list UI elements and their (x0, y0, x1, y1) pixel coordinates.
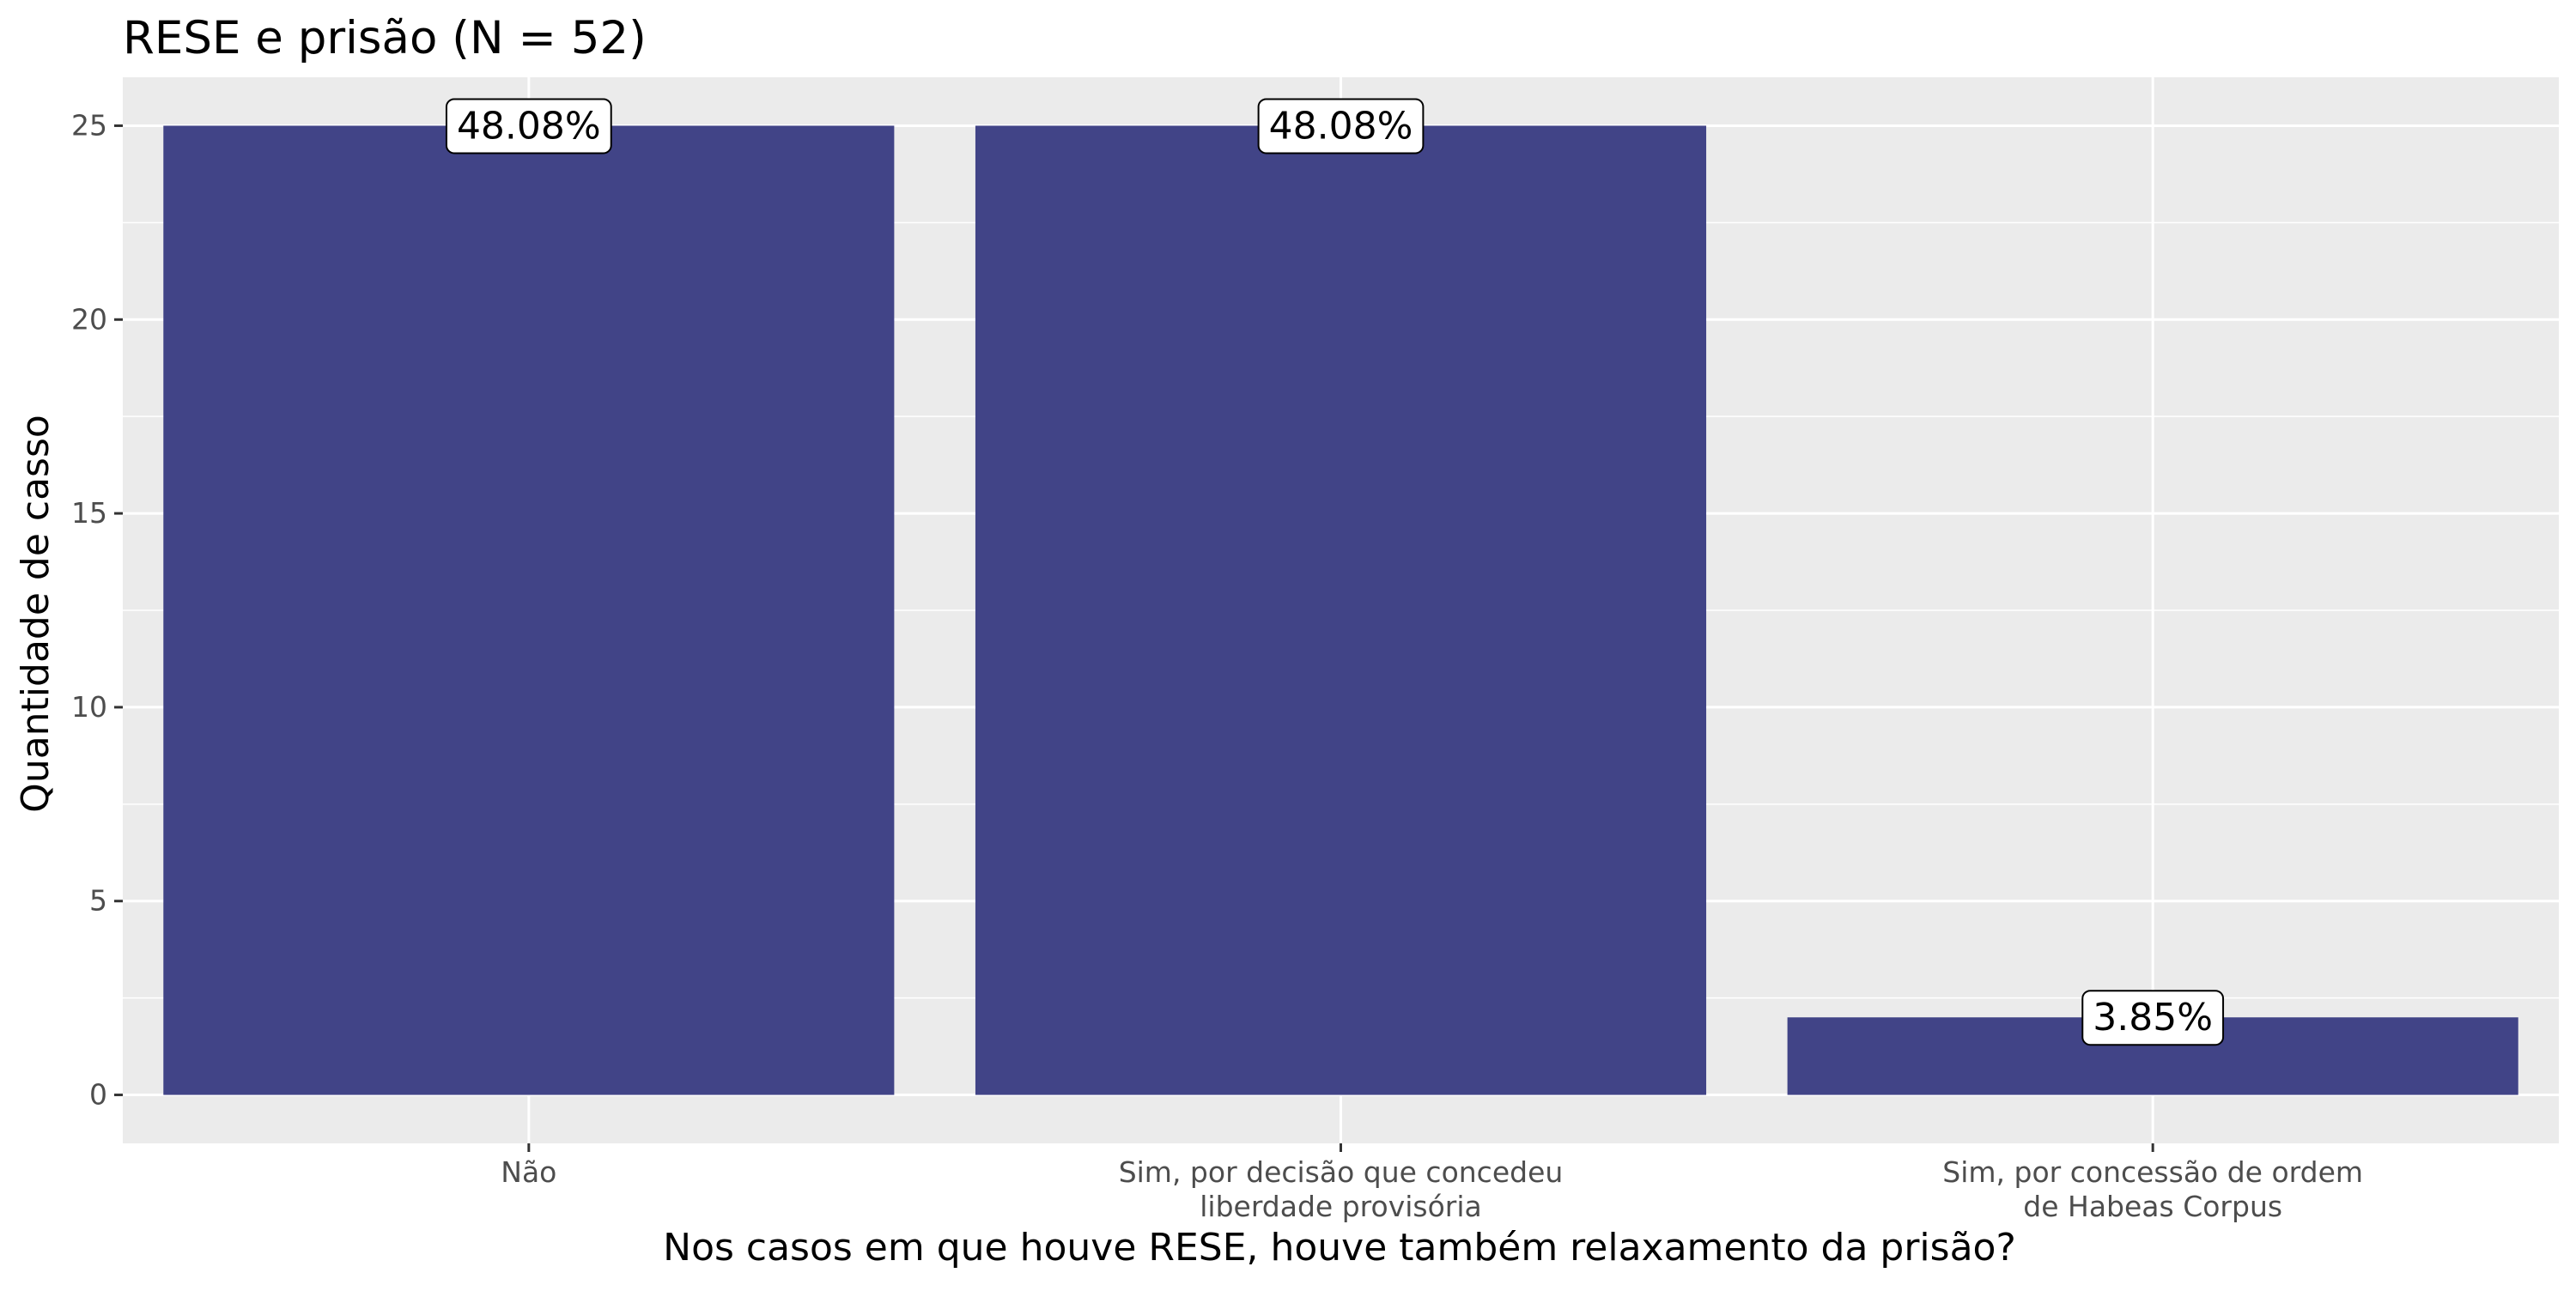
x-tick-label: Sim, por decisão que concedeu (1119, 1155, 1564, 1189)
data-label-text: 48.08% (457, 104, 601, 148)
bar (975, 125, 1707, 1095)
y-tick-label: 15 (71, 496, 107, 530)
x-axis-title: Nos casos em que houve RESE, houve també… (663, 1226, 2016, 1270)
data-label-text: 48.08% (1269, 104, 1413, 148)
data-label: 48.08% (445, 98, 612, 155)
x-tick-label: liberdade provisória (1200, 1190, 1482, 1223)
data-label-box (445, 98, 612, 155)
data-label: 48.08% (1257, 98, 1425, 155)
chart-title: RESE e prisão (N = 52) (123, 12, 647, 64)
bar (163, 125, 895, 1095)
data-label-box (2081, 990, 2225, 1046)
x-tick-label: Sim, por concessão de ordem (1942, 1155, 2363, 1189)
y-tick-label: 10 (71, 690, 107, 724)
y-tick-label: 25 (71, 108, 107, 142)
data-label: 3.85% (2081, 990, 2225, 1046)
y-tick-label: 20 (71, 302, 107, 336)
x-tick-label: Não (501, 1155, 556, 1189)
data-label-text: 3.85% (2093, 996, 2213, 1039)
x-tick-label: de Habeas Corpus (2023, 1190, 2282, 1223)
y-axis-title: Quantidade de casso (14, 415, 58, 813)
y-tick-label: 0 (89, 1078, 107, 1112)
y-tick-label: 5 (89, 884, 107, 918)
data-label-box (1257, 98, 1425, 155)
